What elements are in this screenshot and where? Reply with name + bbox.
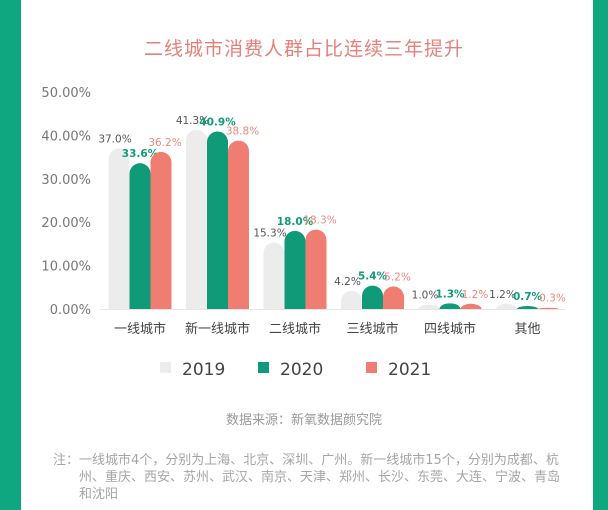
legend-swatch-2019 bbox=[160, 362, 171, 373]
bar-2021 bbox=[150, 151, 172, 309]
footnote-label: 注： bbox=[53, 453, 80, 468]
y-tick-label: 50.00% bbox=[41, 86, 91, 101]
data-label-2019: 4.2% bbox=[334, 276, 361, 288]
right-border bbox=[593, 0, 608, 510]
data-label-2020: 0.7% bbox=[513, 291, 543, 303]
data-label-2019: 1.2% bbox=[489, 289, 516, 301]
y-tick-label: 30.00% bbox=[41, 173, 91, 188]
legend-swatch-2020 bbox=[258, 362, 269, 373]
data-label-2021: 18.3% bbox=[303, 215, 336, 227]
data-label-2020: 18.0% bbox=[277, 216, 314, 228]
bar-2021 bbox=[460, 303, 482, 309]
bar-2020 bbox=[129, 163, 151, 309]
x-tick-label: 一线城市 bbox=[114, 321, 166, 337]
data-label-2021: 0.3% bbox=[539, 293, 566, 305]
data-label-2020: 33.6% bbox=[122, 148, 159, 160]
bar-2019 bbox=[186, 129, 207, 309]
bar-2021 bbox=[305, 229, 327, 309]
data-label-2021: 5.2% bbox=[384, 271, 411, 283]
legend-label-2019: 2019 bbox=[182, 360, 225, 380]
bar-2019 bbox=[108, 148, 130, 309]
x-tick-label: 二线城市 bbox=[269, 321, 321, 337]
y-tick-label: 40.00% bbox=[41, 129, 91, 144]
data-label-2020: 1.3% bbox=[435, 288, 465, 300]
data-label-2019: 15.3% bbox=[253, 228, 286, 240]
bar-2020 bbox=[362, 285, 383, 309]
legend-label-2020: 2020 bbox=[280, 360, 323, 380]
data-label-2020: 40.9% bbox=[199, 116, 236, 128]
data-source: 数据来源：新氧数据颜究院 bbox=[225, 413, 382, 428]
bar-2020 bbox=[517, 305, 538, 309]
x-tick-label: 三线城市 bbox=[346, 321, 398, 337]
y-tick-label: 10.00% bbox=[41, 260, 91, 275]
chart-title: 二线城市消费人群占比连续三年提升 bbox=[143, 38, 464, 60]
bar-2020 bbox=[439, 303, 461, 309]
data-label-2020: 5.4% bbox=[358, 271, 388, 283]
data-label-2019: 41.3% bbox=[176, 115, 209, 127]
x-tick-label: 新一线城市 bbox=[185, 321, 250, 337]
legend-label-2021: 2021 bbox=[388, 360, 431, 380]
bar-2021 bbox=[228, 140, 249, 309]
bar-2019 bbox=[496, 303, 517, 309]
left-border bbox=[0, 0, 21, 510]
data-label-2021: 38.8% bbox=[226, 126, 259, 138]
x-tick-label: 其他 bbox=[514, 322, 540, 337]
bar-2019 bbox=[418, 304, 440, 309]
footnote: 注： 一线城市4个，分别为上海、北京、深圳、广州。新一线城市15个，分别为成都、… bbox=[53, 452, 563, 503]
bar-2019 bbox=[341, 290, 362, 309]
bar-2020 bbox=[207, 131, 228, 309]
data-label-2019: 37.0% bbox=[98, 133, 131, 145]
data-label-2021: 36.2% bbox=[148, 137, 181, 149]
bar-chart: 0.00% 10.00% 20.00% 30.00% 40.00% 50.00% 37.0%… bbox=[41, 86, 566, 380]
bar-2021 bbox=[538, 307, 559, 309]
legend-swatch-2021 bbox=[366, 362, 377, 373]
data-label-2021: 1.2% bbox=[462, 289, 489, 301]
bar-2020 bbox=[284, 230, 306, 309]
y-tick-label: 0.00% bbox=[50, 303, 91, 318]
y-tick-label: 20.00% bbox=[41, 216, 91, 231]
data-label-2019: 1.0% bbox=[412, 290, 439, 302]
bar-2019 bbox=[263, 242, 285, 309]
bar-2021 bbox=[383, 286, 404, 309]
footnote-text: 一线城市4个，分别为上海、北京、深圳、广州。新一线城市15个，分别为成都、杭州、… bbox=[79, 453, 561, 502]
x-tick-label: 四线城市 bbox=[424, 321, 476, 337]
